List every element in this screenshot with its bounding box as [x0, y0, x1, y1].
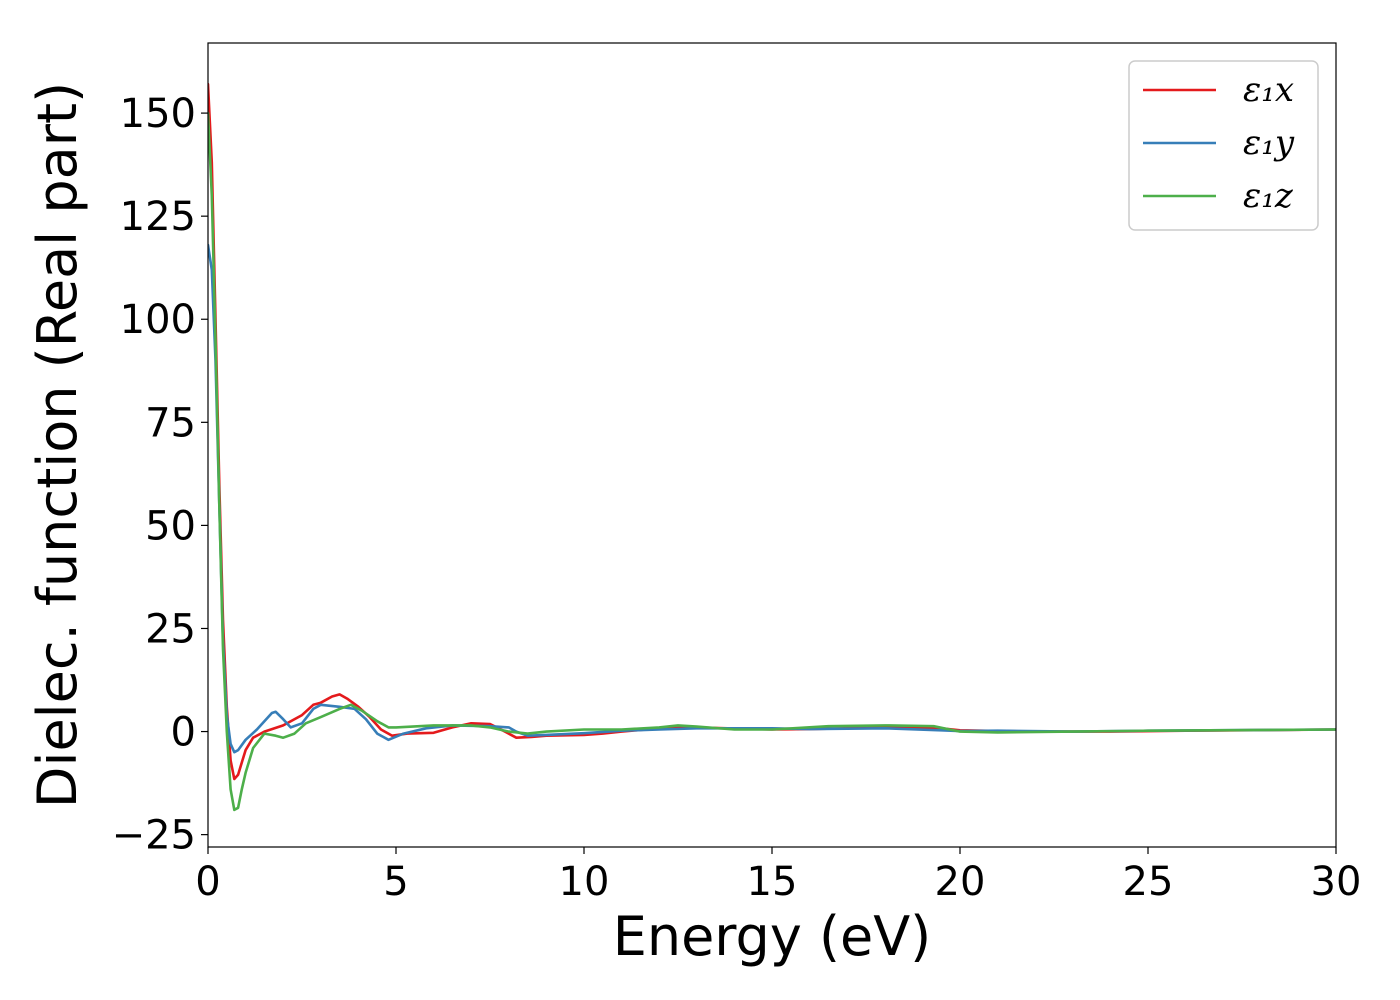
legend-label: ε₁z [1243, 176, 1294, 216]
y-tick-label: 0 [171, 710, 196, 756]
y-tick-label: 25 [145, 606, 196, 652]
x-tick-label: 30 [1311, 859, 1362, 905]
x-axis-title: Energy (eV) [613, 905, 932, 968]
legend-label: ε₁y [1243, 123, 1295, 163]
x-tick-label: 25 [1123, 859, 1174, 905]
y-tick-label: 100 [120, 297, 196, 343]
y-tick-label: 150 [120, 91, 196, 137]
x-axis: 0 5 10 15 20 25 30 [195, 847, 1361, 905]
legend-label: ε₁x [1243, 70, 1294, 110]
series-line [208, 111, 1336, 812]
y-tick-label: −25 [112, 813, 196, 859]
y-axis-title: Dielec. function (Real part) [26, 82, 89, 808]
series-line [208, 243, 1336, 754]
x-tick-label: 10 [559, 859, 610, 905]
legend: ε₁x ε₁y ε₁z [1128, 60, 1319, 231]
y-tick-label: 125 [120, 194, 196, 240]
series-layer [208, 82, 1336, 812]
x-tick-label: 5 [383, 859, 408, 905]
x-tick-label: 20 [935, 859, 986, 905]
y-tick-label: 50 [145, 503, 196, 549]
y-tick-label: 75 [145, 400, 196, 446]
legend-box [1128, 60, 1319, 231]
y-axis: −25 0 25 50 75 100 125 150 [112, 91, 208, 859]
x-tick-label: 15 [747, 859, 798, 905]
x-tick-label: 0 [195, 859, 220, 905]
